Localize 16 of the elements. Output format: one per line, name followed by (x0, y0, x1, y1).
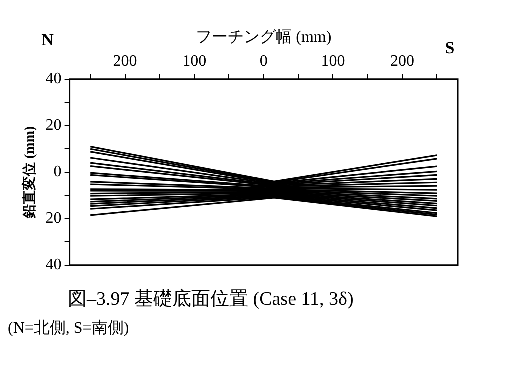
y-tick-label: 0 (54, 164, 62, 181)
x-tick-label: 200 (390, 53, 415, 70)
y-tick-label: 20 (46, 117, 62, 134)
x-tick-label: 100 (182, 53, 207, 70)
text: 図–3.97 基礎底面位置 (Case 11, 3δ) (67, 288, 355, 312)
text: (N=北側, S=南側) (8, 318, 130, 339)
x-tick-label: 200 (113, 53, 138, 70)
text: N (42, 30, 55, 50)
x-tick-label: 0 (260, 53, 268, 70)
y-axis-title: 鉛直変位 (mm) (21, 126, 38, 220)
x-tick-label: 100 (321, 53, 346, 70)
x-axis-title: フーチング幅 (mm) (196, 28, 332, 46)
y-tick-label: 20 (46, 210, 62, 228)
y-tick-label: 40 (46, 70, 62, 88)
y-tick-label: 40 (46, 256, 62, 274)
text: S (445, 38, 455, 58)
